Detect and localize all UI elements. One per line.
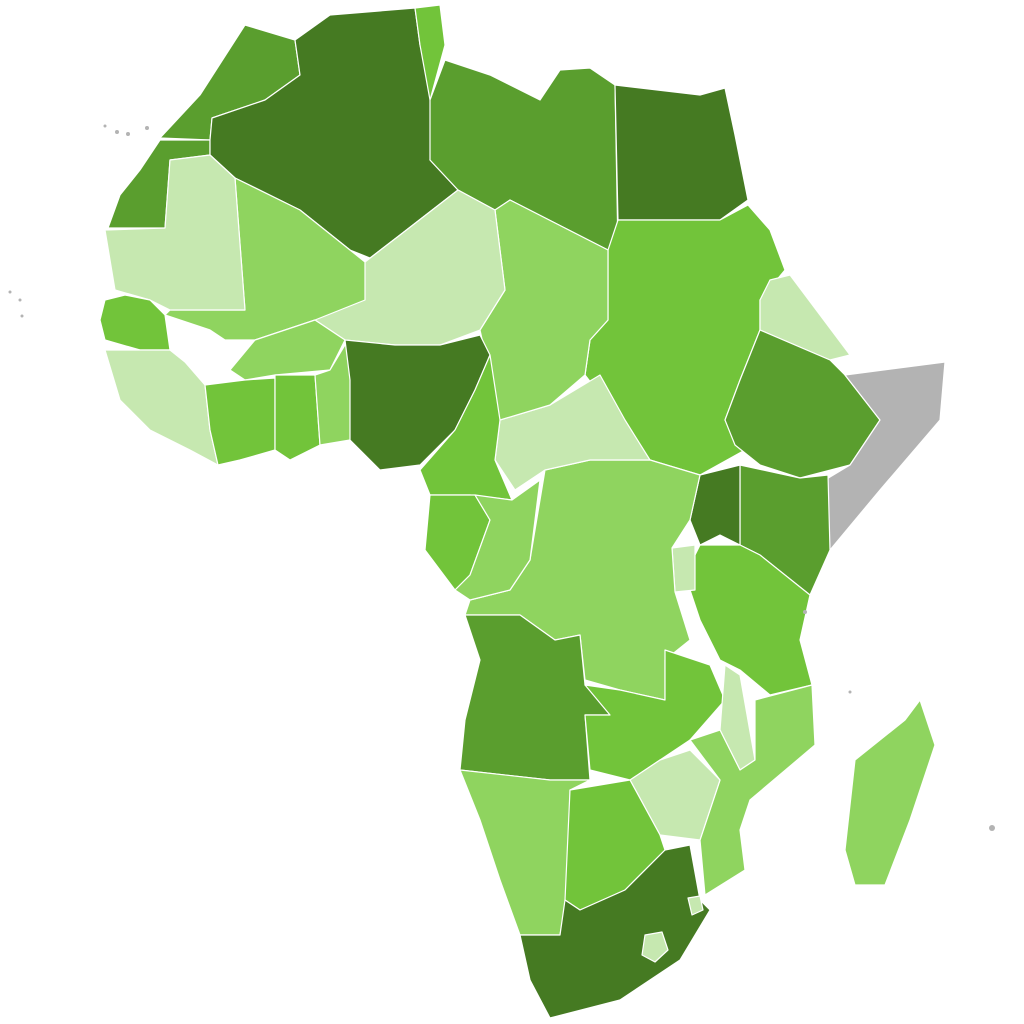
country-zaf[interactable] [519,844,711,1019]
country-rwa_bdi[interactable] [671,544,696,593]
country-egy[interactable] [614,84,749,221]
country-gha[interactable] [274,374,321,461]
small-islands [8,124,995,831]
country-mrt[interactable] [104,154,246,311]
country-lso[interactable] [641,931,669,963]
country-moz[interactable] [689,684,816,896]
country-civ[interactable] [204,377,276,466]
country-gin_sle_lbr[interactable] [104,349,219,466]
country-mdg[interactable] [844,699,936,886]
country-caf[interactable] [494,374,651,491]
country-swz[interactable] [687,895,704,916]
country-tun[interactable] [414,4,446,101]
country-cog[interactable] [454,479,541,601]
